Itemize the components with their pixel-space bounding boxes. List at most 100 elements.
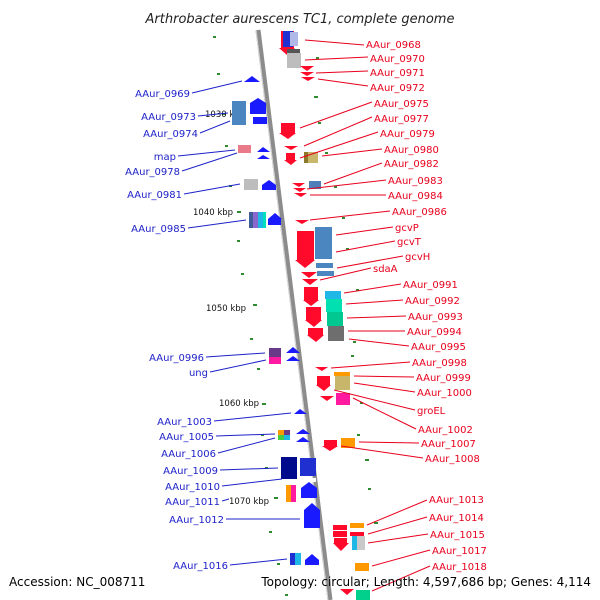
gene-arrow (305, 320, 322, 327)
gene-arrow (295, 220, 309, 224)
map-title: Arthrobacter aurescens TC1, complete gen… (145, 12, 455, 27)
gene-box (291, 485, 296, 502)
gc-tick (368, 488, 371, 490)
gene-gap (316, 268, 333, 271)
gene-label: AAur_1005 (159, 432, 214, 443)
gene-box (287, 49, 300, 53)
gene-arrow (279, 133, 296, 139)
gc-tick (314, 96, 318, 98)
gene-box (333, 525, 347, 530)
gene-box (317, 376, 330, 386)
gene-gap (315, 259, 332, 263)
gene-box (324, 440, 337, 447)
gene-box (290, 32, 298, 46)
gene-arrow (262, 180, 276, 190)
gene-arrow (320, 396, 334, 401)
gene-label: AAur_0986 (392, 207, 447, 218)
gene-label: AAur_0992 (405, 296, 460, 307)
gene-box (300, 458, 316, 476)
scale-label-1060: 1060 kbp (219, 399, 259, 409)
gc-tick (225, 145, 228, 147)
genome-backbone-highlight (255, 29, 329, 600)
gene-label: AAur_0974 (143, 129, 198, 140)
gene-box (253, 212, 258, 228)
gene-box (244, 179, 258, 190)
reverse-gene-labels: AAur_0968 AAur_0970 AAur_0971 AAur_0972 … (366, 40, 487, 573)
gene-label: AAur_1012 (169, 515, 224, 526)
forward-strand-features (232, 31, 320, 565)
gene-box (278, 430, 284, 435)
gc-tick (356, 289, 359, 291)
gc-skew-ticks (213, 36, 378, 596)
gc-tick (269, 531, 272, 533)
gene-box (356, 590, 370, 600)
gene-arrow (315, 367, 328, 371)
genome-backbone (255, 29, 333, 600)
gene-label: AAur_0977 (374, 114, 429, 125)
gene-box (350, 532, 364, 536)
gene-label: AAur_0973 (141, 112, 196, 123)
gene-label: AAur_1018 (432, 562, 487, 573)
gc-tick (325, 152, 328, 154)
gc-tick (334, 186, 337, 188)
gc-tick (253, 304, 257, 306)
gene-label: AAur_1000 (417, 388, 472, 399)
gene-label: AAur_0971 (370, 68, 425, 79)
gene-box (284, 435, 290, 440)
gc-tick (237, 211, 241, 213)
gc-tick (241, 273, 244, 275)
gene-box (336, 393, 350, 405)
gene-label: AAur_1002 (418, 425, 473, 436)
gc-tick (261, 434, 264, 436)
gene-label: AAur_0983 (388, 176, 443, 187)
gene-label: AAur_0980 (384, 145, 439, 156)
gene-label: AAur_0978 (125, 167, 180, 178)
gc-tick (262, 403, 266, 405)
gene-box (281, 457, 297, 479)
gene-label: AAur_0979 (380, 129, 435, 140)
gene-label: AAur_1013 (429, 495, 484, 506)
gene-box (283, 31, 293, 47)
gene-label: AAur_0970 (370, 54, 425, 65)
gc-tick (250, 338, 253, 340)
gene-arrow (292, 183, 305, 187)
gene-box (357, 536, 365, 550)
gene-label: AAur_1017 (432, 546, 487, 557)
gene-box (328, 326, 344, 341)
gc-tick (351, 355, 354, 357)
gene-label: AAur_1014 (429, 513, 484, 524)
gene-label: AAur_0968 (366, 40, 421, 51)
gene-label: AAur_1011 (165, 497, 220, 508)
gene-label: AAur_1008 (425, 454, 480, 465)
gene-arrow (284, 160, 297, 165)
gene-label: AAur_0984 (388, 191, 443, 202)
gene-box (334, 372, 350, 376)
gene-gap (300, 478, 316, 482)
gene-label: AAur_0981 (127, 190, 182, 201)
gene-box (284, 430, 290, 435)
gene-arrow (294, 409, 307, 414)
gene-box (297, 231, 314, 261)
gene-box (253, 117, 267, 124)
gene-box (327, 312, 343, 326)
gene-label: gcvP (395, 223, 419, 234)
scale-label-1040: 1040 kbp (193, 208, 233, 218)
gc-tick (285, 594, 288, 596)
gene-arrow (250, 98, 266, 114)
gene-box (315, 227, 332, 259)
gc-tick (318, 122, 321, 124)
gene-box (334, 538, 347, 544)
gene-box (326, 299, 342, 312)
scale-labels: 1030 kbp 1040 kbp 1050 kbp 1060 kbp 1070… (193, 110, 269, 507)
gene-arrow (284, 146, 298, 150)
gene-arrow (301, 77, 315, 81)
gene-label: AAur_0972 (370, 83, 425, 94)
gene-box (304, 152, 308, 163)
gene-label: AAur_0993 (408, 312, 463, 323)
gene-box (341, 438, 355, 448)
gene-box (308, 328, 323, 336)
gene-label: sdaA (373, 264, 398, 275)
gene-arrow (302, 279, 318, 285)
gene-box (281, 123, 295, 134)
